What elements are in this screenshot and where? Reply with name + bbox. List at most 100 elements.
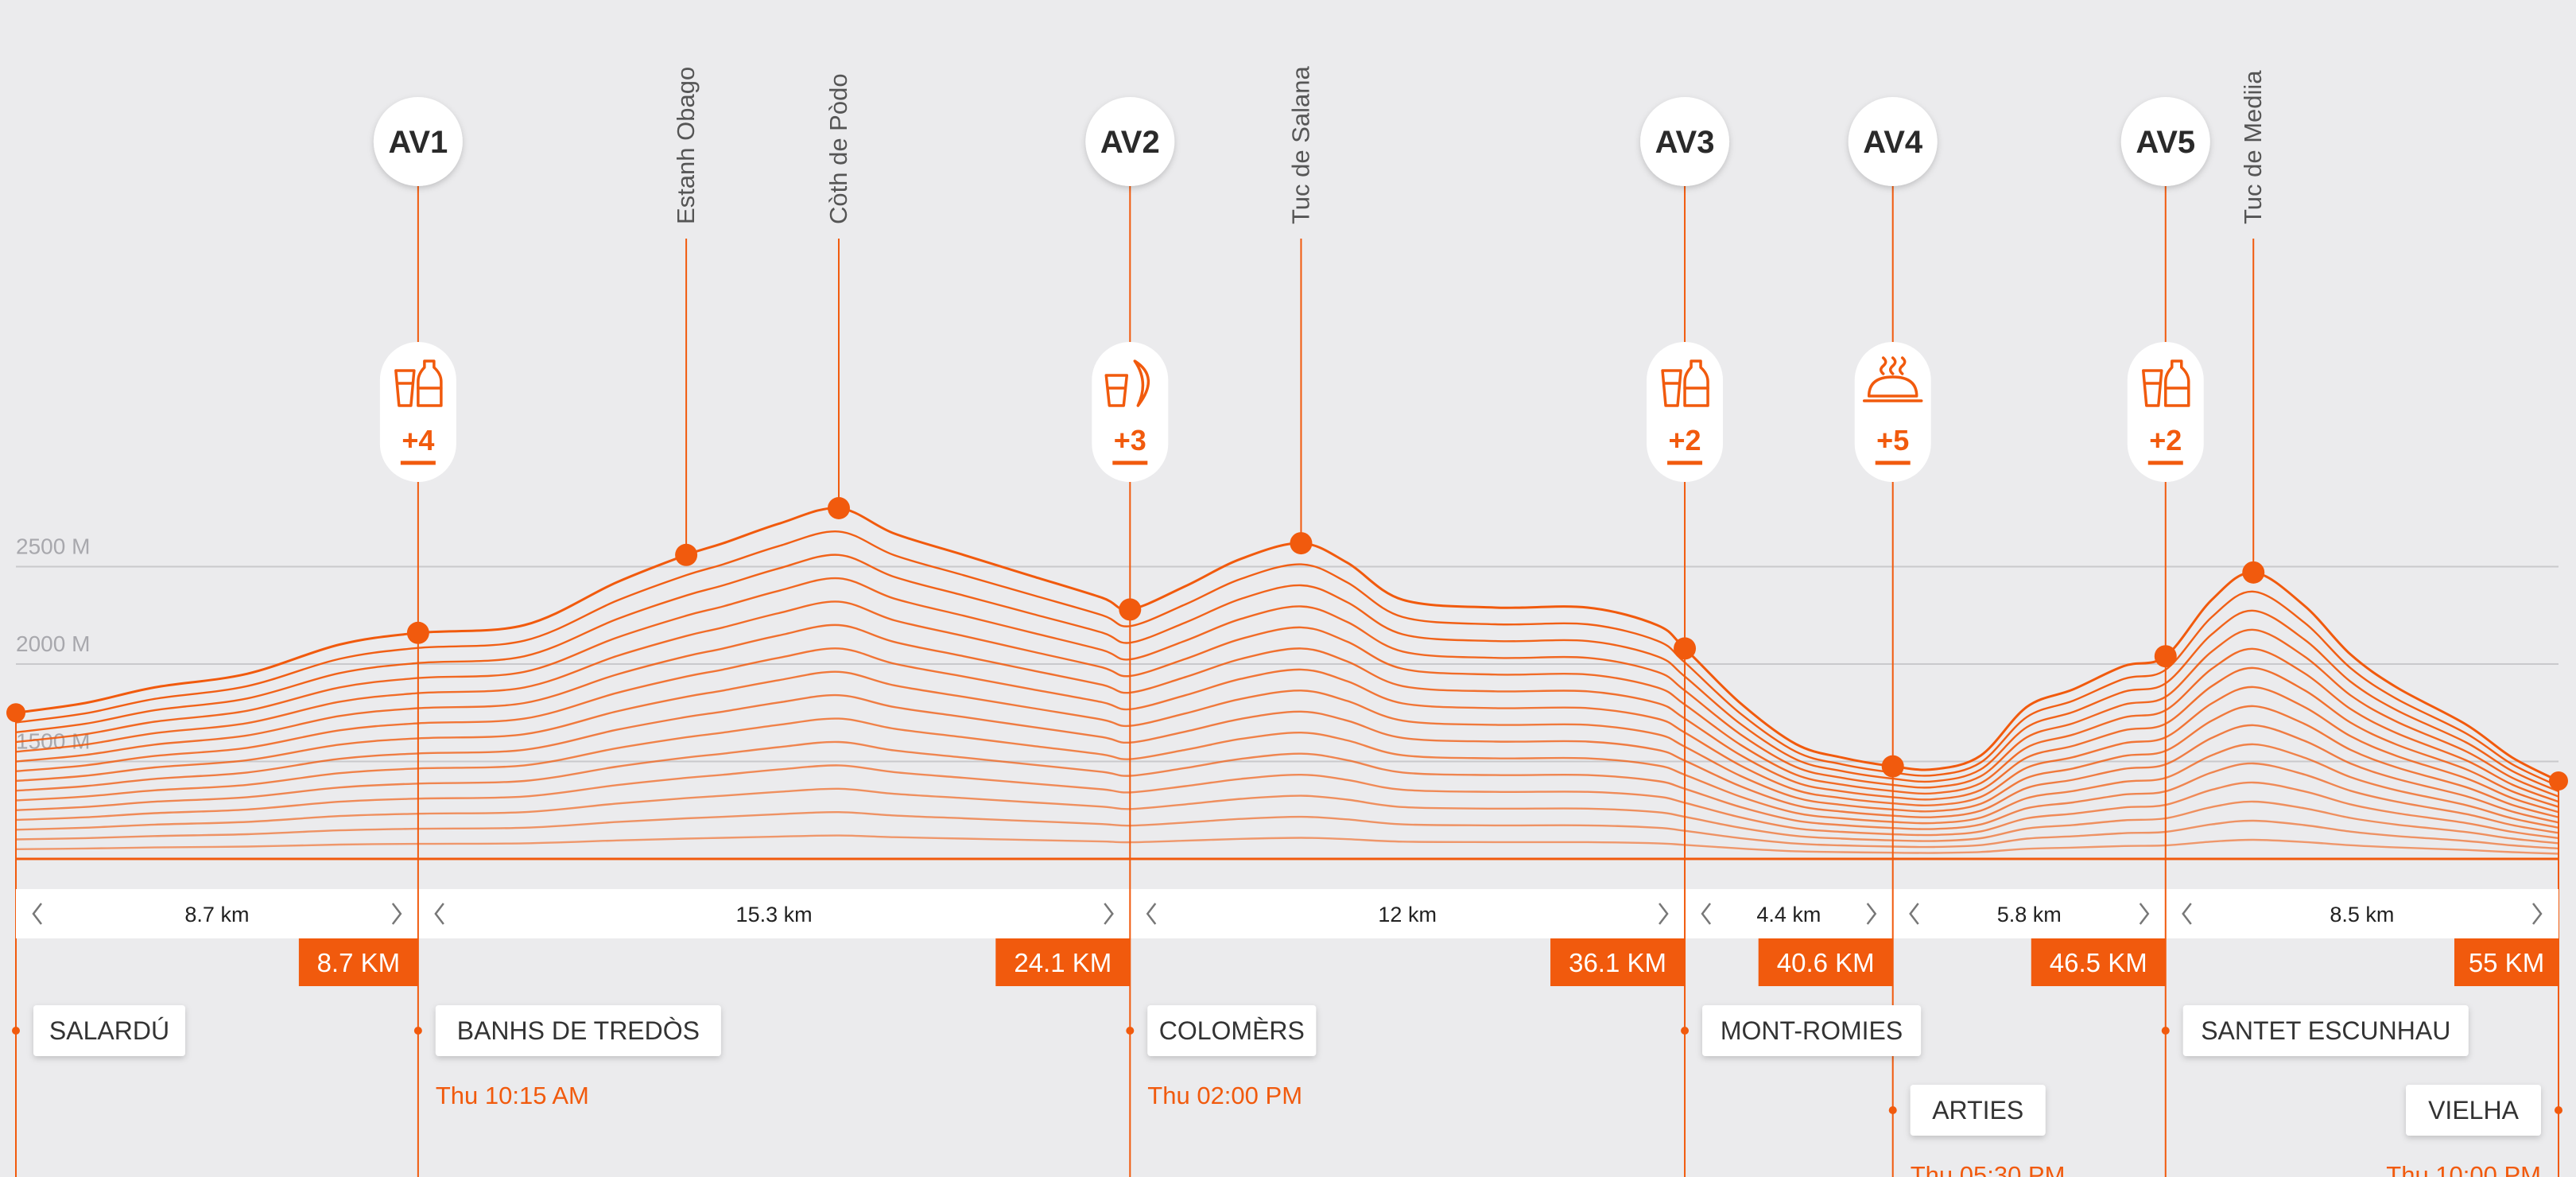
drinks-icon — [2142, 359, 2190, 407]
location-name: SALARDÚ — [49, 1016, 169, 1045]
chevron-right-icon — [2139, 903, 2150, 925]
location-time: Thu 05:30 PM — [1911, 1161, 2066, 1177]
cup-icon — [394, 369, 416, 407]
station-count: +5 — [1876, 424, 1909, 456]
segment-distance: 8.5 km — [2330, 903, 2394, 926]
chevron-right-icon — [2532, 903, 2543, 925]
location-dot — [1126, 1027, 1135, 1035]
hot-meal-icon — [1862, 356, 1923, 402]
station-badge — [1640, 97, 1730, 186]
contour-line — [15, 834, 2559, 855]
bottle-icon — [417, 359, 443, 407]
segment: 15.3 km — [434, 903, 1114, 926]
km-marker-label: 55 KM — [2469, 948, 2544, 977]
location-time: Thu 10:00 PM — [2386, 1161, 2541, 1177]
location: BANHS DE TREDÒS Thu 10:15 AM — [413, 1005, 721, 1109]
km-marker-bg — [298, 938, 418, 986]
km-marker: 36.1 KM — [1550, 938, 1686, 986]
chevron-left-icon — [434, 903, 444, 925]
station-pill — [2127, 342, 2204, 482]
station-point — [1881, 755, 1904, 778]
station-point — [406, 621, 429, 644]
km-marker: 55 KM — [2454, 938, 2559, 986]
location-box — [2182, 1005, 2469, 1056]
km-marker-label: 46.5 KM — [2050, 948, 2147, 977]
location-box — [33, 1005, 185, 1056]
station-badge — [373, 97, 463, 186]
profile-lines — [15, 507, 2559, 860]
station-badge — [2120, 97, 2210, 186]
contour-line — [15, 810, 2559, 850]
aid-station: AV3 +2 — [1640, 97, 1730, 482]
location-name: VIELHA — [2428, 1096, 2519, 1125]
km-marker: 24.1 KM — [995, 938, 1131, 986]
location-box — [1147, 1005, 1317, 1056]
km-marker-bg — [2031, 938, 2166, 986]
bottle-icon — [1683, 359, 1709, 407]
location-time: Thu 02:00 PM — [1147, 1082, 1302, 1109]
contour-line — [15, 647, 2559, 814]
aid-station: AV1 +4 — [373, 97, 463, 482]
chevron-right-icon — [391, 903, 402, 925]
km-marker: 8.7 KM — [298, 938, 418, 986]
banana-icon — [1133, 359, 1150, 407]
peak-point — [2242, 561, 2265, 584]
station-pill — [1647, 342, 1724, 482]
contour-line — [15, 740, 2559, 834]
station-count: +3 — [1114, 424, 1146, 456]
segment-distance: 12 km — [1378, 903, 1437, 926]
location-box — [1702, 1005, 1922, 1056]
location-dot — [413, 1027, 422, 1035]
locations: SALARDÚ BANHS DE TREDÒS Thu 10:15 AM COLOMÈ… — [12, 1005, 2562, 1177]
location: COLOMÈRS Thu 02:00 PM — [1126, 1005, 1317, 1109]
segment-bar-bg — [16, 889, 2559, 938]
km-marker-label: 40.6 KM — [1777, 948, 1875, 977]
location: ARTIES Thu 05:30 PM — [1888, 1085, 2066, 1177]
segment: 8.5 km — [2182, 903, 2543, 926]
peak-label: Tuc de Mediia — [2239, 70, 2267, 224]
contour-line — [15, 764, 2559, 840]
cup-icon — [1661, 369, 1682, 407]
steam-icon — [1898, 356, 1907, 375]
location: VIELHA Thu 10:00 PM — [2386, 1085, 2562, 1177]
contour-line — [15, 670, 2559, 818]
location-box — [435, 1005, 721, 1056]
aid-station: AV2 +3 — [1085, 97, 1175, 482]
cup-banana-icon — [1104, 359, 1150, 407]
peak-point — [827, 497, 850, 519]
location-dot — [12, 1027, 20, 1035]
station-code: AV1 — [388, 125, 448, 160]
km-marker-bg — [1550, 938, 1686, 986]
contour-line — [15, 717, 2559, 829]
profile-point — [2549, 771, 2568, 790]
segment-distance: 5.8 km — [1997, 903, 2062, 926]
location-name: SANTET ESCUNHAU — [2201, 1016, 2450, 1045]
segment-distance: 15.3 km — [736, 903, 813, 926]
segment-distance: 4.4 km — [1756, 903, 1821, 926]
contour-line — [15, 623, 2559, 808]
location: MONT-ROMIES — [1681, 1005, 1922, 1056]
location-dot — [1888, 1106, 1897, 1114]
steam-icon — [1879, 356, 1887, 375]
cup-icon — [2142, 369, 2163, 407]
aid-station: AV4 +5 — [1848, 97, 1938, 482]
segment-bar: 8.7 km 15.3 km 12 km 4.4 km 5.8 km 8.5 km — [16, 889, 2559, 938]
cloche-icon — [1867, 375, 1918, 398]
station-count: +2 — [1669, 424, 1701, 456]
aid-station: AV5 +2 — [2120, 97, 2210, 482]
location-dot — [2161, 1027, 2170, 1035]
location: SANTET ESCUNHAU — [2161, 1005, 2469, 1056]
station-badge — [1848, 97, 1938, 186]
chevron-right-icon — [1658, 903, 1669, 925]
station-point — [1119, 598, 1142, 621]
segment: 8.7 km — [32, 903, 402, 926]
location-dot — [1681, 1027, 1690, 1035]
chevron-left-icon — [1701, 903, 1712, 925]
km-marker-bg — [995, 938, 1131, 986]
km-marker-label: 8.7 KM — [317, 948, 401, 977]
chevron-left-icon — [32, 903, 42, 925]
location-time: Thu 10:15 AM — [436, 1082, 589, 1109]
location-name: BANHS DE TREDÒS — [457, 1016, 700, 1045]
